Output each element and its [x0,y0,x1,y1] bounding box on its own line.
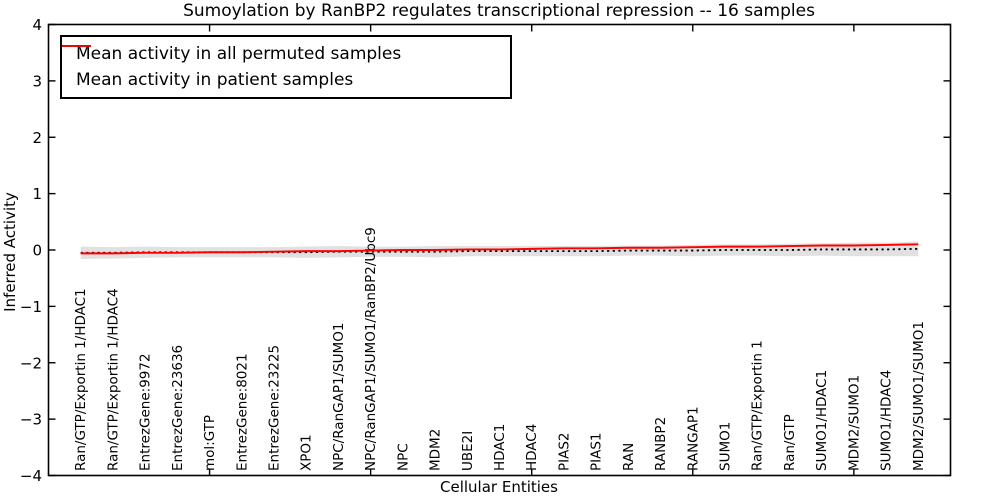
series-line-patient [80,243,919,255]
x-tick-label: Ran/GTP [782,414,798,471]
x-tick-label: RAN [621,443,637,471]
x-tick-label: MDM2/SUMO1 [846,375,862,471]
x-tick-label: HDAC1 [492,424,508,471]
x-tick-label: EntrezGene:23636 [170,345,186,471]
y-tick-label: −4 [20,467,42,485]
x-tick-label: SUMO1/HDAC1 [814,370,830,471]
x-tick-label: NPC [395,443,411,471]
x-tick-label: SUMO1/HDAC4 [879,370,895,471]
x-tick-label: MDM2/SUMO1/SUMO1 [911,321,927,471]
legend-label-permuted: Mean activity in all permuted samples [76,43,402,64]
x-tick-label: PIAS2 [556,432,572,471]
x-tick-label: EntrezGene:9972 [138,353,154,471]
y-tick-label: 2 [32,129,42,147]
x-tick-label: MDM2 [428,429,444,471]
x-tick-label: XPO1 [299,434,315,471]
x-tick-label: SUMO1 [718,422,734,471]
x-tick-label: EntrezGene:8021 [234,353,250,471]
x-tick-label: EntrezGene:23225 [267,345,283,471]
x-tick-label: PIAS1 [589,432,605,471]
y-tick-label: −3 [20,411,42,429]
x-axis-label: Cellular Entities [440,478,558,496]
legend-item-patient: Mean activity in patient samples [62,45,510,91]
legend-label-patient: Mean activity in patient samples [76,70,354,91]
x-tick-label: Ran/GTP/Exportin 1/HDAC4 [105,288,121,471]
y-tick-label: −1 [20,298,42,316]
y-tick-label: 3 [32,72,42,90]
x-tick-label: NPC/RanGAP1/SUMO1 [331,323,347,471]
y-tick-label: 1 [32,185,42,203]
x-tick-label: NPC/RanGAP1/SUMO1/RanBP2/Ubc9 [363,227,379,471]
chart-title: Sumoylation by RanBP2 regulates transcri… [183,1,815,21]
x-tick-label: Ran/GTP/Exportin 1/HDAC1 [73,288,89,471]
y-tick-label: 0 [32,242,42,260]
x-tick-label: UBE2I [460,431,476,471]
legend: Mean activity in all permuted samples Me… [60,35,512,99]
y-tick-label: 4 [32,16,42,34]
legend-item-permuted: Mean activity in all permuted samples [62,43,510,64]
x-tick-label: HDAC4 [524,424,540,471]
legend-line-patient-icon [62,45,91,47]
y-axis-label: Inferred Activity [1,192,19,312]
x-tick-label: Ran/GTP/Exportin 1 [750,340,766,471]
y-tick-label: −2 [20,354,42,372]
x-tick-label: RANBP2 [653,417,669,471]
x-tick-label: mol:GTP [202,415,218,471]
x-tick-label: RANGAP1 [685,406,701,471]
